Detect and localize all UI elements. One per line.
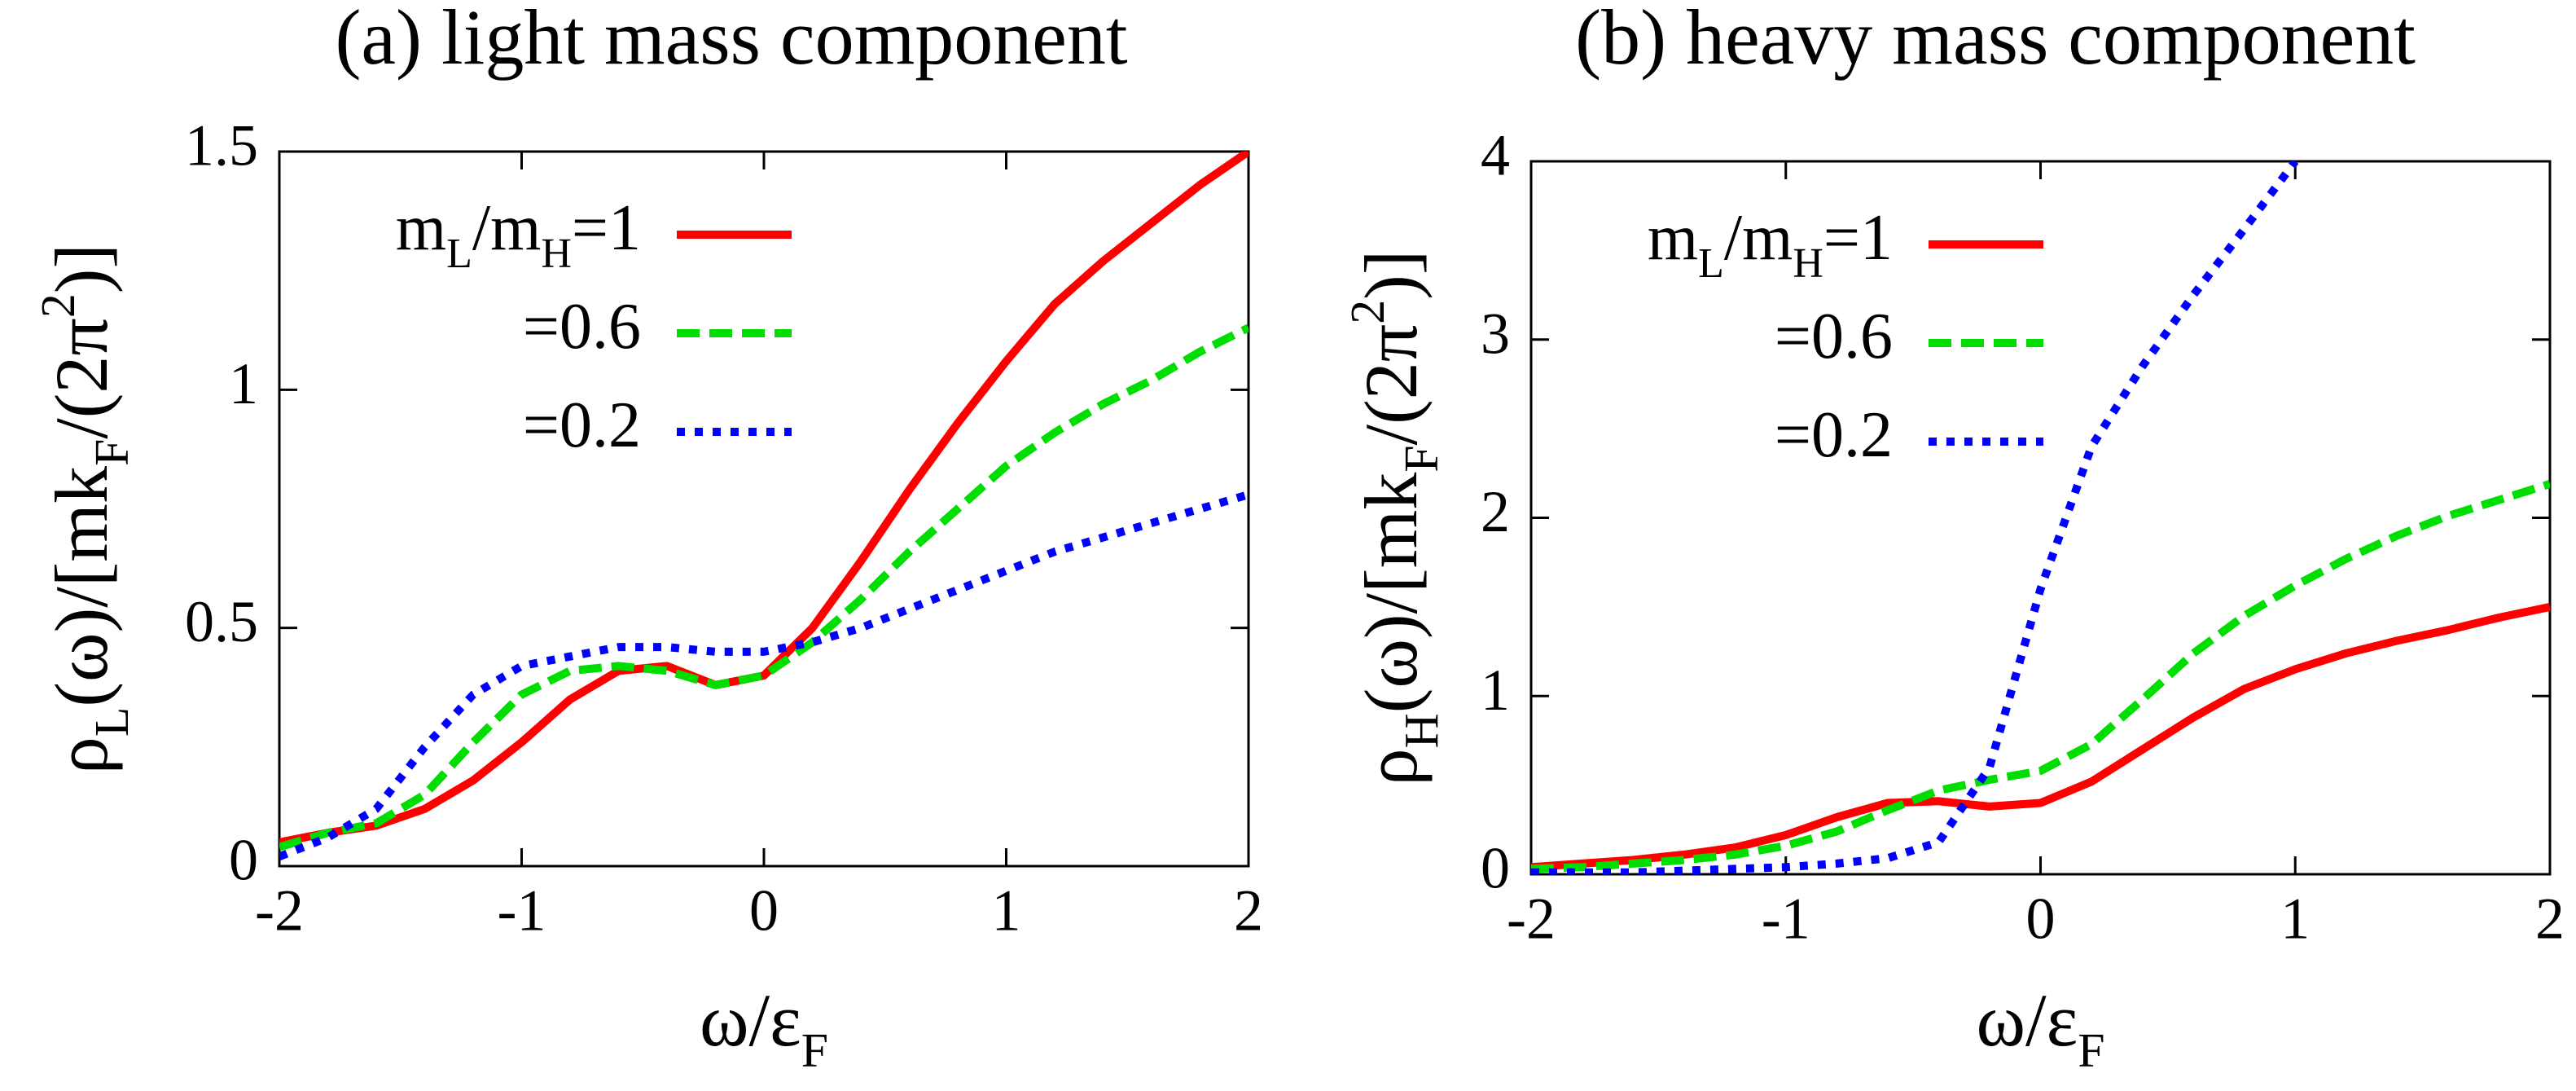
- chart-title: (a) light mass component: [335, 0, 1127, 81]
- text-part: ω/ε: [700, 979, 801, 1062]
- text-part: =1: [1823, 202, 1893, 274]
- y-tick-label: 0: [229, 828, 258, 893]
- subscript: H: [1793, 240, 1823, 287]
- text-part: =0.6: [1775, 301, 1893, 372]
- text-part: /m: [1724, 202, 1793, 274]
- x-tick-label: 2: [2535, 886, 2565, 952]
- y-tick-label: 3: [1481, 301, 1510, 366]
- y-tick-label: 2: [1481, 479, 1510, 544]
- text-part: /m: [472, 192, 541, 264]
- plot-area: [279, 152, 1249, 860]
- subscript: H: [541, 231, 572, 277]
- legend-label: mL/mH=1: [1648, 202, 1893, 287]
- text-part: =1: [572, 192, 641, 264]
- y-tick-label: 1: [229, 351, 258, 416]
- subscript: L: [446, 231, 472, 277]
- text-part: m: [1648, 202, 1698, 274]
- subscript: F: [2078, 1023, 2104, 1077]
- x-tick-label: -2: [1507, 886, 1556, 952]
- x-tick-label: -2: [255, 878, 304, 944]
- superscript: 2: [1341, 300, 1394, 324]
- text-part: =0.6: [523, 291, 641, 363]
- text-part: (ω)/[mk: [40, 466, 123, 707]
- subscript: F: [85, 439, 138, 466]
- y-tick-label: 0: [1481, 836, 1510, 901]
- text-part: ρ: [40, 737, 123, 774]
- subscript: L: [1698, 240, 1724, 287]
- text-part: ω/ε: [1976, 979, 2078, 1062]
- text-part: ρ: [1349, 748, 1433, 785]
- x-tick-label: 2: [1234, 878, 1263, 944]
- series-line: [1531, 603, 2550, 872]
- legend-label: =0.2: [1775, 399, 1893, 471]
- y-tick-label: 1.5: [185, 113, 258, 178]
- y-axis-label: ρL(ω)/[mkF/(2π2)]: [31, 244, 138, 774]
- subscript: F: [1394, 445, 1448, 472]
- text-part: )]: [40, 244, 123, 293]
- x-tick-label: -1: [498, 878, 546, 944]
- x-tick-label: 0: [2026, 886, 2056, 952]
- series-line: [279, 152, 1249, 847]
- x-tick-label: -1: [1762, 886, 1810, 952]
- superscript: 2: [31, 293, 85, 318]
- y-tick-label: 0.5: [185, 589, 258, 654]
- y-tick-label: 4: [1481, 123, 1510, 188]
- x-axis-label: ω/εF: [700, 979, 828, 1077]
- text-part: /(2π: [1349, 324, 1433, 446]
- series-line: [279, 323, 1249, 851]
- text-part: =0.2: [523, 389, 641, 461]
- subscript: F: [801, 1023, 828, 1077]
- subscript: H: [1394, 713, 1448, 748]
- text-part: m: [396, 192, 446, 264]
- series-line: [1531, 480, 2550, 873]
- legend-label: mL/mH=1: [396, 192, 641, 277]
- plot-area: [1531, 161, 2550, 874]
- x-tick-label: 1: [2280, 886, 2310, 952]
- y-tick-label: 1: [1481, 658, 1510, 723]
- text-part: (ω)/[mk: [1349, 473, 1433, 714]
- series-line: [1531, 161, 2299, 874]
- x-tick-label: 0: [749, 878, 779, 944]
- chart-title: (b) heavy mass component: [1575, 0, 2416, 81]
- subscript: L: [85, 707, 138, 737]
- legend-label: =0.6: [1775, 301, 1893, 372]
- text-part: )]: [1349, 250, 1433, 300]
- legend-label: =0.2: [523, 389, 641, 461]
- legend-label: =0.6: [523, 291, 641, 363]
- series-line: [279, 491, 1249, 860]
- y-axis-label: ρH(ω)/[mkF/(2π2)]: [1341, 250, 1448, 786]
- x-tick-label: 1: [992, 878, 1021, 944]
- text-part: =0.2: [1775, 399, 1893, 471]
- text-part: /(2π: [40, 318, 123, 439]
- x-axis-label: ω/εF: [1976, 979, 2104, 1077]
